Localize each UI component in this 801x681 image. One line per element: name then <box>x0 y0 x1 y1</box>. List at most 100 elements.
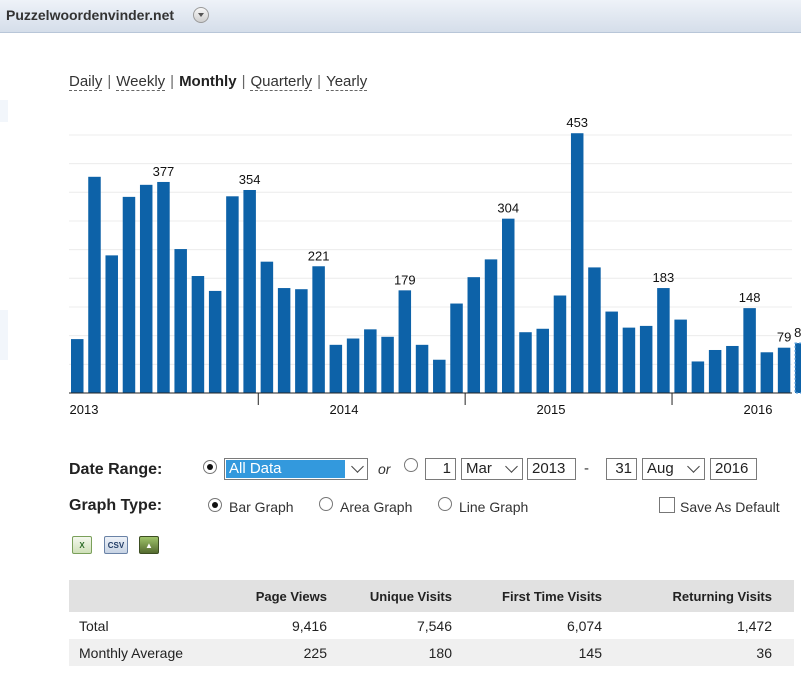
line-graph-label[interactable]: Line Graph <box>459 499 529 515</box>
data-label: 148 <box>739 290 761 305</box>
chart-bar[interactable] <box>88 176 101 393</box>
site-dropdown-icon[interactable] <box>193 7 209 23</box>
chart-bar[interactable] <box>329 344 343 393</box>
chart-bar[interactable] <box>433 359 446 393</box>
bar-graph-radio[interactable] <box>208 498 222 512</box>
chart-bar[interactable] <box>605 311 618 393</box>
line-graph-radio[interactable] <box>438 497 452 511</box>
chart-bar[interactable] <box>502 218 515 393</box>
cell-returning-visits: 36 <box>624 639 794 666</box>
data-label: 304 <box>497 201 519 216</box>
excel-export-icon[interactable]: X <box>72 536 92 554</box>
chart-bar[interactable] <box>570 133 584 393</box>
data-label: 79 <box>777 330 791 345</box>
from-year-field[interactable]: 2013 <box>527 458 576 480</box>
from-month-select[interactable]: Mar <box>461 458 523 480</box>
chart-bar[interactable] <box>760 352 774 393</box>
save-default-label[interactable]: Save As Default <box>680 499 780 515</box>
left-edge-accent <box>0 100 8 122</box>
chart-bar[interactable] <box>105 255 118 393</box>
chart-bar[interactable] <box>346 338 360 393</box>
or-text: or <box>378 461 391 477</box>
period-daily-link[interactable]: Daily <box>69 73 103 91</box>
chart-bar[interactable] <box>794 342 801 394</box>
bar-graph-label[interactable]: Bar Graph <box>229 499 294 515</box>
chart-bar[interactable] <box>312 266 325 393</box>
chevron-down-icon <box>351 460 364 473</box>
to-month-value: Aug <box>647 460 674 477</box>
period-weekly-link[interactable]: Weekly <box>116 73 166 91</box>
csv-export-icon[interactable]: CSV <box>104 536 128 554</box>
to-year-field[interactable]: 2016 <box>710 458 757 480</box>
year-label: 2016 <box>744 402 773 417</box>
table-row: Monthly Average 225 180 145 36 <box>69 639 794 666</box>
period-quarterly-link[interactable]: Quarterly <box>250 73 313 91</box>
data-label: 183 <box>653 270 675 285</box>
chart-bar[interactable] <box>674 319 687 393</box>
chart-bar[interactable] <box>208 290 222 393</box>
chart-bar[interactable] <box>657 288 670 393</box>
chart-bar[interactable] <box>243 189 256 393</box>
chart-bar[interactable] <box>777 347 791 393</box>
area-graph-label[interactable]: Area Graph <box>340 499 413 515</box>
chart-bar[interactable] <box>174 249 187 393</box>
custom-range-radio[interactable] <box>404 458 418 472</box>
cell-first-time-visits: 6,074 <box>566 617 602 634</box>
cell-first-time-visits: 145 <box>474 639 624 666</box>
data-label: 221 <box>308 248 330 263</box>
cell-unique-visits: 180 <box>349 639 474 666</box>
date-range-selected: All Data <box>226 460 345 478</box>
chart-bar[interactable] <box>191 276 205 393</box>
to-month-select[interactable]: Aug <box>642 458 705 480</box>
chart-bar[interactable] <box>381 336 394 393</box>
chart-bar[interactable] <box>139 184 153 393</box>
all-data-radio[interactable] <box>203 460 217 474</box>
chart-bar[interactable] <box>415 344 429 393</box>
from-month-value: Mar <box>466 460 492 477</box>
chart-bar[interactable] <box>295 289 308 393</box>
chart-bar[interactable] <box>71 339 84 393</box>
chart-bar[interactable] <box>226 196 239 393</box>
header-first-time-visits: First Time Visits <box>474 580 624 612</box>
chart-bar[interactable] <box>639 325 653 393</box>
top-bar: Puzzelwoordenvinder.net <box>0 0 801 33</box>
chart-bar[interactable] <box>398 290 412 393</box>
data-label: 453 <box>566 115 588 130</box>
data-label: 377 <box>153 164 175 179</box>
chart-bar[interactable] <box>708 349 722 393</box>
period-monthly-active: Monthly <box>179 73 237 90</box>
date-range-select[interactable]: All Data <box>224 458 368 480</box>
area-graph-radio[interactable] <box>319 497 333 511</box>
year-label: 2013 <box>70 402 99 417</box>
from-day-field[interactable]: 1 <box>425 458 456 480</box>
chart-bar[interactable] <box>157 181 170 393</box>
chart-bar[interactable] <box>260 261 274 393</box>
chart-bar[interactable] <box>467 277 481 393</box>
site-title: Puzzelwoordenvinder.net <box>6 7 175 23</box>
chart-bar[interactable] <box>536 328 549 393</box>
row-label: Monthly Average <box>69 639 239 666</box>
chart-bar[interactable] <box>484 259 498 393</box>
chart-bar[interactable] <box>743 308 756 393</box>
chart-bar[interactable] <box>588 267 601 393</box>
period-yearly-link[interactable]: Yearly <box>326 73 368 91</box>
chart-bar[interactable] <box>622 327 636 393</box>
range-separator: - <box>584 460 589 477</box>
chart-bar[interactable] <box>122 196 136 393</box>
left-edge-accent <box>0 310 8 360</box>
chart-bar[interactable] <box>519 332 532 393</box>
chart-bar[interactable] <box>277 288 291 393</box>
to-day-field[interactable]: 31 <box>606 458 637 480</box>
chart-bar[interactable] <box>364 329 377 393</box>
save-default-checkbox[interactable] <box>659 497 675 513</box>
cell-page-views: 225 <box>239 639 349 666</box>
chart-bar[interactable] <box>726 345 739 393</box>
chart-bar[interactable] <box>691 361 705 393</box>
header-page-views: Page Views <box>239 580 349 612</box>
stats-table: Page Views Unique Visits First Time Visi… <box>69 580 794 666</box>
stats-header-row: Page Views Unique Visits First Time Visi… <box>69 580 794 612</box>
image-export-icon[interactable]: ▲ <box>139 536 159 554</box>
chart-bar[interactable] <box>450 303 463 393</box>
chart-bar[interactable] <box>553 295 567 393</box>
cell-unique-visits: 7,546 <box>416 617 452 634</box>
